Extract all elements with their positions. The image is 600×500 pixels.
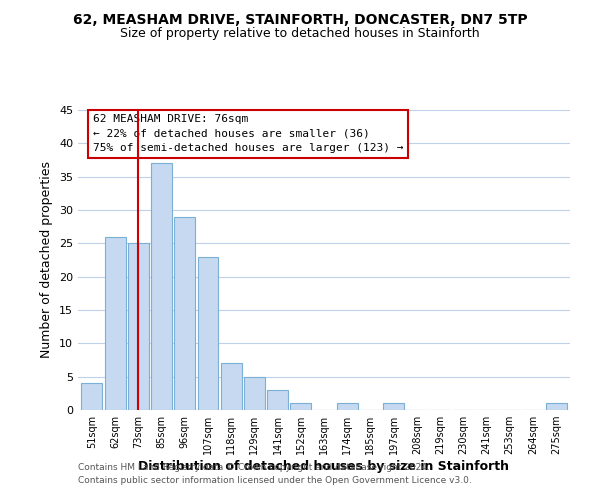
Text: 62 MEASHAM DRIVE: 76sqm
← 22% of detached houses are smaller (36)
75% of semi-de: 62 MEASHAM DRIVE: 76sqm ← 22% of detache…: [93, 114, 403, 154]
Text: 62, MEASHAM DRIVE, STAINFORTH, DONCASTER, DN7 5TP: 62, MEASHAM DRIVE, STAINFORTH, DONCASTER…: [73, 12, 527, 26]
Bar: [383, 404, 404, 410]
Text: Size of property relative to detached houses in Stainforth: Size of property relative to detached ho…: [120, 28, 480, 40]
Bar: [221, 364, 242, 410]
Bar: [337, 404, 358, 410]
Bar: [545, 404, 566, 410]
Text: Contains HM Land Registry data © Crown copyright and database right 2024.: Contains HM Land Registry data © Crown c…: [78, 464, 430, 472]
X-axis label: Distribution of detached houses by size in Stainforth: Distribution of detached houses by size …: [139, 460, 509, 473]
Y-axis label: Number of detached properties: Number of detached properties: [40, 162, 53, 358]
Bar: [267, 390, 288, 410]
Bar: [175, 216, 195, 410]
Bar: [104, 236, 125, 410]
Bar: [128, 244, 149, 410]
Bar: [151, 164, 172, 410]
Bar: [290, 404, 311, 410]
Bar: [82, 384, 103, 410]
Bar: [244, 376, 265, 410]
Bar: [197, 256, 218, 410]
Text: Contains public sector information licensed under the Open Government Licence v3: Contains public sector information licen…: [78, 476, 472, 485]
